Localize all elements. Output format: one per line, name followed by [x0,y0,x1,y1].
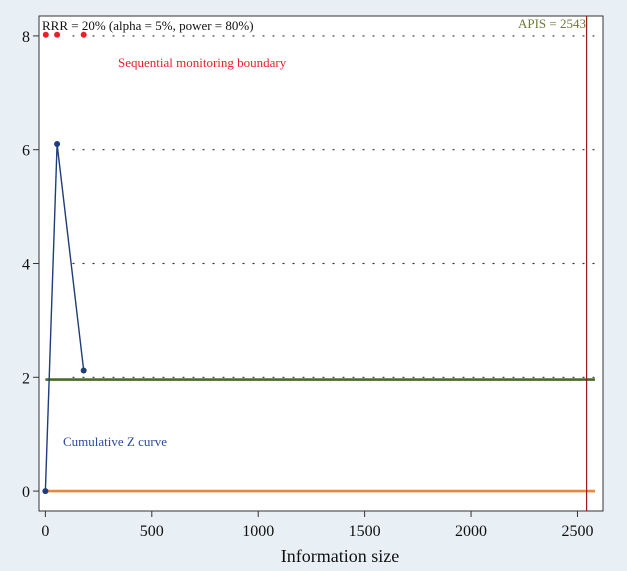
cumulative-z-curve-point-0 [42,488,49,495]
sequential-monitoring-boundary-point-2 [80,31,87,38]
sequential-monitoring-boundary-point-0 [42,31,49,38]
data-series [42,31,87,495]
sequential-monitoring-boundary-point-1 [54,31,61,38]
boundary-label: Sequential monitoring boundary [118,55,287,70]
reference-lines [45,16,595,511]
axes: 0 2 4 6 8 0 500 1000 1500 2000 2500 [22,29,593,540]
annotations: RRR = 20% (alpha = 5%, power = 80%) APIS… [42,16,586,449]
y-tick-label-0: 0 [22,484,30,501]
z-curve-label: Cumulative Z curve [63,434,167,449]
x-axis-title: Information size [281,546,399,566]
x-tick-label-1000: 1000 [242,523,274,540]
cumulative-z-curve-point-2 [80,367,87,374]
y-tick-label-4: 4 [22,257,30,274]
x-tick-label-500: 500 [140,523,164,540]
x-tick-label-2500: 2500 [561,523,593,540]
header-annotation: RRR = 20% (alpha = 5%, power = 80%) [42,18,254,33]
y-tick-label-6: 6 [22,143,30,160]
x-tick-label-0: 0 [41,523,49,540]
apis-label: APIS = 2543 [518,16,586,31]
y-tick-label-2: 2 [22,370,30,387]
grid-lines [72,35,596,378]
x-tick-label-1500: 1500 [349,523,381,540]
x-tick-label-2000: 2000 [455,523,487,540]
cumulative-z-curve-point-1 [54,141,61,148]
y-tick-label-8: 8 [22,29,30,46]
